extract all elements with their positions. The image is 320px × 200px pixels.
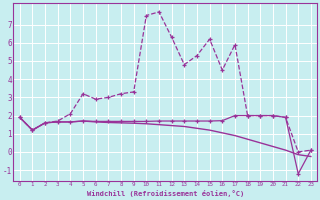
X-axis label: Windchill (Refroidissement éolien,°C): Windchill (Refroidissement éolien,°C) bbox=[87, 190, 244, 197]
